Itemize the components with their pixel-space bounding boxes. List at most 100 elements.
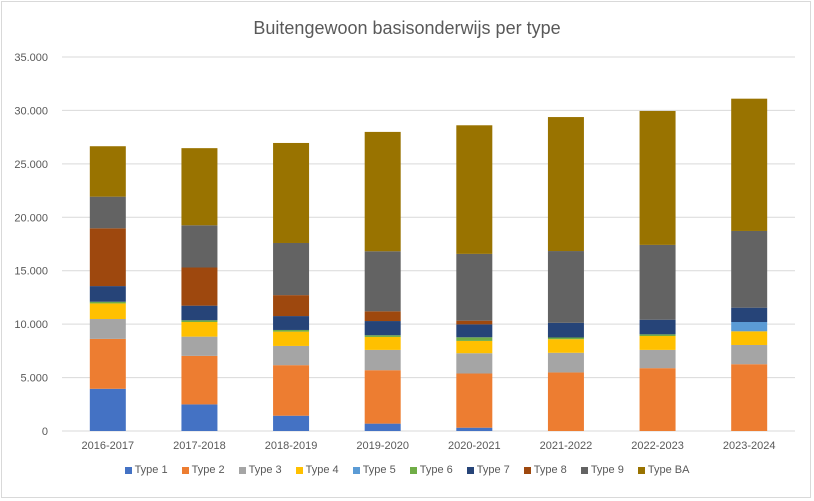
bar-segment-type-1 [456,427,493,431]
x-tick-label: 2021-2022 [540,440,593,452]
bar-segment-type-2 [639,368,676,431]
bar-segment-type-2 [547,372,584,431]
bar-segment-type-2 [273,365,310,416]
x-tick-label: 2023-2024 [723,440,776,452]
legend-swatch [523,466,531,474]
x-tick-label: 2019-2020 [356,440,409,452]
bar-segment-type-4 [89,303,126,320]
bar-segment-type-9 [89,196,126,229]
bar-segment-type-8 [181,267,218,306]
bar-segment-type-ba [181,148,218,226]
legend-swatch [181,466,189,474]
bar-segment-type-7 [731,307,768,323]
legend-swatch [637,466,645,474]
bar-segment-type-2 [89,338,126,389]
y-tick-label: 25.000 [14,159,48,171]
y-tick-label: 5.000 [20,373,48,385]
chart-title: Buitengewoon basisonderwijs per type [253,18,561,38]
bar-segment-type-1 [364,423,401,431]
legend-item: Type 9 [580,464,624,476]
legend-item: Type 7 [466,464,510,476]
bar-segment-type-3 [456,353,493,374]
bar-segment-type-2 [181,355,218,405]
bar-segment-type-1 [89,388,126,431]
y-tick-label: 30.000 [14,105,48,117]
x-tick-label: 2020-2021 [448,440,501,452]
bar-segment-type-3 [547,352,584,373]
legend-label: Type 8 [533,464,567,476]
legend-item: Type BA [637,464,690,476]
y-tick-label: 20.000 [14,212,48,224]
legend-label: Type 2 [191,464,225,476]
bar-segment-type-9 [456,253,493,321]
bar-segment-type-9 [639,244,676,320]
legend-label: Type 6 [419,464,453,476]
legend-item: Type 1 [124,464,168,476]
bar-segment-type-ba [731,98,768,231]
legend-swatch [124,466,132,474]
legend-label: Type 3 [248,464,282,476]
y-tick-label: 15.000 [14,266,48,278]
bar-segment-type-7 [181,305,218,321]
bar-segment-type-6 [89,301,126,304]
bar-segment-type-2 [364,370,401,424]
bar-segment-type-9 [547,251,584,323]
bar-segment-type-1 [181,404,218,431]
bar-segment-type-3 [273,345,310,366]
legend-swatch [295,466,303,474]
bar-segment-type-4 [364,336,401,350]
legend-label: Type BA [647,464,690,476]
bar-segment-type-7 [547,322,584,338]
x-tick-label: 2018-2019 [265,440,318,452]
bar-segment-type-8 [364,311,401,322]
bar-segment-type-4 [456,340,493,354]
legend-swatch [352,466,360,474]
bar-segment-type-5 [731,322,768,332]
bar-segment-type-7 [273,316,310,330]
bar-segment-type-7 [639,319,676,335]
bar-segment-type-3 [639,349,676,369]
legend-label: Type 1 [134,464,168,476]
x-tick-label: 2022-2023 [631,440,684,452]
bar-segment-type-1 [273,415,310,431]
y-tick-label: 10.000 [14,319,48,331]
legend-swatch [466,466,474,474]
bar-segment-type-2 [456,373,493,428]
legend-item: Type 2 [181,464,225,476]
legend-item: Type 8 [523,464,567,476]
bar-segment-type-3 [731,344,768,365]
bar-segment-type-9 [364,251,401,312]
bar-segment-type-3 [89,319,126,339]
bar-segment-type-4 [273,331,310,346]
legend-item: Type 3 [238,464,282,476]
bar-segment-type-ba [456,125,493,254]
legend-swatch [238,466,246,474]
bar-segment-type-7 [456,324,493,338]
bar-segment-type-2 [731,364,768,431]
bar-segment-type-8 [273,295,310,317]
bar-segment-type-6 [273,329,310,332]
bar-segment-type-6 [639,334,676,337]
bar-segment-type-6 [547,337,584,340]
bar-segment-type-ba [273,142,310,243]
bar-segment-type-7 [364,321,401,336]
bar-segment-type-8 [89,228,126,287]
legend-item: Type 4 [295,464,339,476]
bar-segment-type-9 [273,242,310,296]
legend-label: Type 9 [590,464,624,476]
y-tick-label: 35.000 [14,52,48,64]
legend-swatch [580,466,588,474]
legend: Type 1 Type 2 Type 3 Type 4 Type 5 Type 6 Type… [0,464,814,476]
legend-item: Type 5 [352,464,396,476]
legend-item: Type 6 [409,464,453,476]
bar-segment-type-4 [181,322,218,337]
bar-segment-type-7 [89,286,126,302]
x-tick-label: 2016-2017 [82,440,135,452]
bar-segment-type-6 [364,335,401,337]
bar-segment-type-ba [364,131,401,252]
bar-segment-type-4 [731,331,768,345]
bar-segment-type-3 [364,349,401,371]
bar-segment-type-4 [547,339,584,353]
bar-segment-type-ba [639,110,676,245]
